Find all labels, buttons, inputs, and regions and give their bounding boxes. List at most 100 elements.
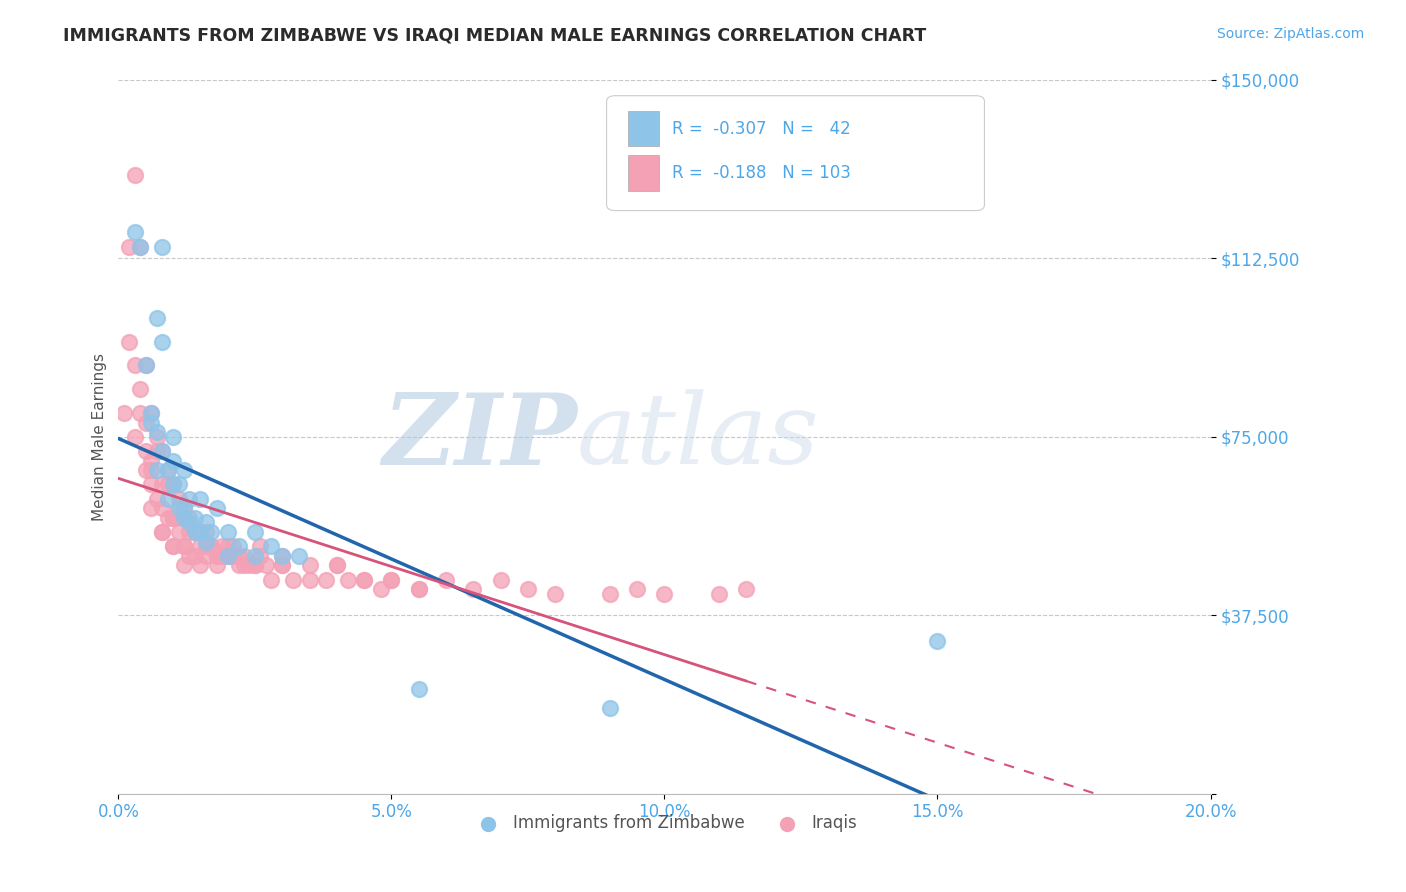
Point	[200, 524, 222, 539]
Point	[156, 463, 179, 477]
Text: ZIP: ZIP	[382, 389, 576, 485]
Point	[112, 406, 135, 420]
Point	[141, 406, 163, 420]
Point	[370, 582, 392, 596]
Point	[200, 539, 222, 553]
Point	[124, 168, 146, 182]
Point	[141, 463, 163, 477]
Point	[408, 582, 430, 596]
Point	[271, 549, 294, 563]
Point	[156, 491, 179, 506]
Point	[217, 539, 239, 553]
Point	[434, 573, 457, 587]
Point	[162, 539, 184, 553]
FancyBboxPatch shape	[606, 95, 984, 211]
Point	[211, 539, 233, 553]
Point	[517, 582, 540, 596]
Point	[162, 539, 184, 553]
Point	[156, 463, 179, 477]
Point	[167, 501, 190, 516]
Point	[179, 510, 201, 524]
Point	[626, 582, 648, 596]
Point	[162, 453, 184, 467]
Point	[298, 558, 321, 573]
Point	[271, 558, 294, 573]
Point	[179, 516, 201, 530]
Point	[228, 549, 250, 563]
Text: atlas: atlas	[576, 389, 820, 484]
Point	[150, 444, 173, 458]
Point	[211, 549, 233, 563]
Point	[145, 425, 167, 439]
Point	[173, 510, 195, 524]
Point	[222, 539, 245, 553]
Point	[118, 239, 141, 253]
Point	[353, 573, 375, 587]
Point	[129, 239, 152, 253]
Point	[184, 524, 207, 539]
Point	[162, 510, 184, 524]
Point	[249, 539, 271, 553]
Point	[194, 516, 217, 530]
Point	[353, 573, 375, 587]
Point	[179, 491, 201, 506]
Point	[124, 430, 146, 444]
Point	[150, 477, 173, 491]
Point	[150, 524, 173, 539]
Point	[544, 587, 567, 601]
Point	[408, 681, 430, 696]
Point	[194, 534, 217, 549]
Point	[118, 334, 141, 349]
Point	[129, 239, 152, 253]
Point	[243, 549, 266, 563]
Point	[184, 549, 207, 563]
Point	[179, 549, 201, 563]
Point	[489, 573, 512, 587]
Point	[173, 501, 195, 516]
Bar	[628, 155, 659, 191]
Point	[167, 501, 190, 516]
Point	[141, 406, 163, 420]
Point	[145, 444, 167, 458]
Point	[145, 430, 167, 444]
Point	[188, 558, 211, 573]
Point	[599, 701, 621, 715]
Point	[184, 510, 207, 524]
Point	[599, 587, 621, 601]
Point	[162, 477, 184, 491]
Point	[238, 558, 260, 573]
Point	[129, 382, 152, 396]
Text: IMMIGRANTS FROM ZIMBABWE VS IRAQI MEDIAN MALE EARNINGS CORRELATION CHART: IMMIGRANTS FROM ZIMBABWE VS IRAQI MEDIAN…	[63, 27, 927, 45]
Legend: Immigrants from Zimbabwe, Iraqis: Immigrants from Zimbabwe, Iraqis	[465, 807, 865, 838]
Point	[124, 359, 146, 373]
Point	[463, 582, 485, 596]
Point	[184, 524, 207, 539]
Point	[254, 558, 277, 573]
Point	[228, 558, 250, 573]
Point	[260, 573, 283, 587]
Point	[150, 239, 173, 253]
Point	[141, 416, 163, 430]
Point	[283, 573, 305, 587]
Point	[162, 510, 184, 524]
Point	[735, 582, 758, 596]
Point	[141, 477, 163, 491]
Point	[271, 549, 294, 563]
Point	[298, 573, 321, 587]
Point	[184, 524, 207, 539]
Point	[173, 501, 195, 516]
Point	[260, 539, 283, 553]
Point	[243, 558, 266, 573]
Point	[336, 573, 359, 587]
Point	[217, 549, 239, 563]
Point	[145, 463, 167, 477]
Text: Source: ZipAtlas.com: Source: ZipAtlas.com	[1216, 27, 1364, 41]
Point	[145, 310, 167, 325]
Point	[129, 406, 152, 420]
Point	[173, 510, 195, 524]
Text: R =  -0.188   N = 103: R = -0.188 N = 103	[672, 164, 851, 182]
Point	[167, 524, 190, 539]
Point	[217, 524, 239, 539]
Point	[173, 463, 195, 477]
Point	[243, 558, 266, 573]
